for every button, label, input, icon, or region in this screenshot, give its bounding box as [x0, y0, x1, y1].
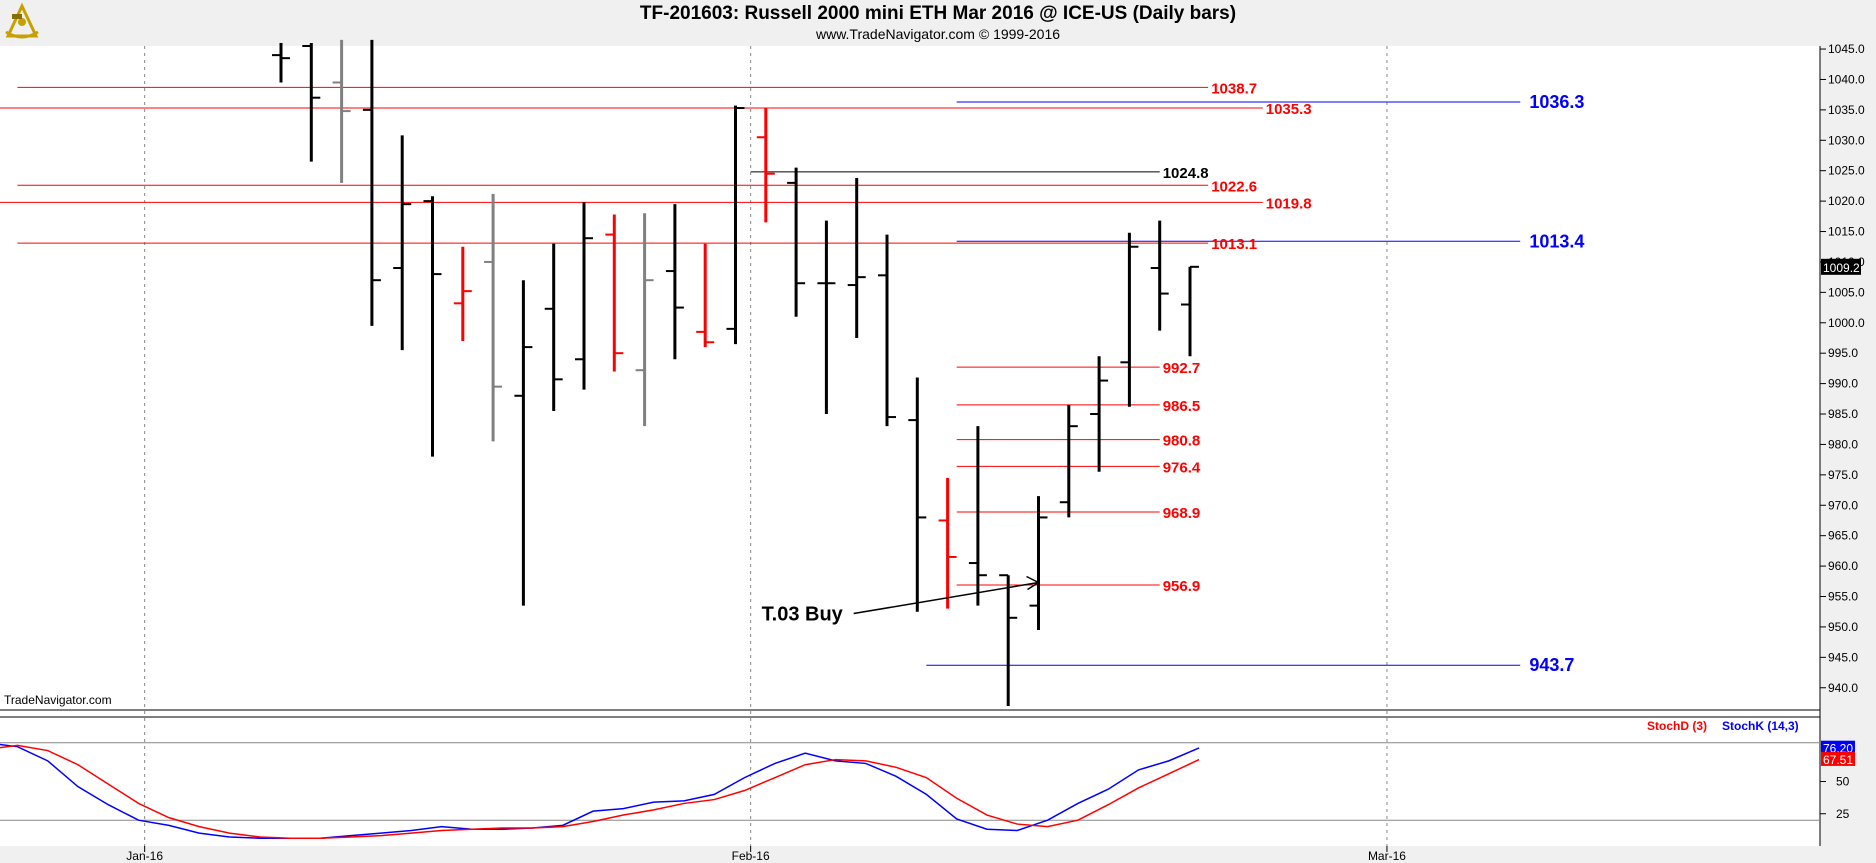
x-tick-label: Feb-16 [732, 849, 770, 863]
ohlc-bar [302, 42, 321, 162]
y-tick-label: 990.0 [1828, 377, 1858, 391]
y-tick-label: 1015.0 [1828, 225, 1865, 239]
level-label: 1035.3 [1266, 101, 1312, 118]
legend-stochd: StochD (3) [1647, 719, 1707, 733]
y-tick-label: 1000.0 [1828, 316, 1865, 330]
ohlc-bar [1120, 232, 1139, 407]
y-tick-label: 1040.0 [1828, 72, 1865, 86]
level-label: 1024.8 [1163, 165, 1209, 182]
ohlc-bar [1090, 356, 1109, 472]
y-tick-label: 965.0 [1828, 529, 1858, 543]
ohlc-bar [817, 220, 836, 415]
y-tick-label: 970.0 [1828, 498, 1858, 512]
annotation-text: T.03 Buy [762, 604, 844, 626]
level-label: 1019.8 [1266, 195, 1312, 212]
ohlc-bar [1059, 404, 1078, 518]
ohlc-bar [514, 280, 533, 606]
y-tick-label: 1030.0 [1828, 133, 1865, 147]
chart-title: TF-201603: Russell 2000 mini ETH Mar 201… [639, 3, 1237, 24]
y-tick-label: 940.0 [1828, 681, 1858, 695]
last-price-label: 1009.2 [1823, 261, 1860, 275]
ohlc-bar [393, 135, 412, 351]
ohlc-bar [968, 426, 987, 606]
y-tick-label: 1045.0 [1828, 42, 1865, 56]
ohlc-bar [575, 202, 593, 390]
stochk-last-box [1821, 740, 1855, 755]
ohlc-bar [1029, 496, 1048, 630]
ohlc-bar [847, 178, 866, 338]
ohlc-bar [605, 214, 624, 372]
stochd-last-box [1821, 751, 1855, 766]
level-label: 976.4 [1163, 459, 1201, 476]
ohlc-bar [787, 167, 806, 317]
y-tick-label: 955.0 [1828, 590, 1858, 604]
level-label: 943.7 [1529, 655, 1574, 675]
title-bar: TF-201603: Russell 2000 mini ETH Mar 201… [0, 0, 1876, 46]
y-tick-label: 1005.0 [1828, 285, 1865, 299]
y-tick-label: 950.0 [1828, 620, 1858, 634]
level-label: 968.9 [1163, 505, 1201, 522]
ohlc-bar [999, 574, 1018, 706]
ohlc-bar [665, 204, 684, 360]
ohlc-bar [453, 246, 472, 342]
ohlc-bar [423, 196, 442, 457]
ohlc-bar [726, 105, 745, 345]
y-tick-label: 995.0 [1828, 346, 1858, 360]
legend-stochk: StochK (14,3) [1722, 719, 1799, 733]
ohlc-bar [1150, 220, 1169, 331]
level-label: 992.7 [1163, 360, 1201, 377]
x-tick-label: Jan-16 [126, 849, 163, 863]
chart-subtitle: www.TradeNavigator.com © 1999-2016 [815, 26, 1061, 42]
y-axis-panel [1820, 46, 1876, 863]
sextant-logo-icon [5, 2, 39, 39]
annotation-arrow [853, 581, 1039, 615]
x-tick-label: Mar-16 [1368, 849, 1406, 863]
stoch-line [0, 744, 1200, 840]
ohlc-bar [756, 108, 775, 223]
y-tick-label: 1020.0 [1828, 194, 1865, 208]
ohlc-bar [696, 243, 715, 348]
x-axis-panel [0, 846, 1876, 863]
y-tick-label: 980.0 [1828, 437, 1858, 451]
level-label: 1013.4 [1529, 231, 1584, 251]
level-label: 956.9 [1163, 578, 1201, 595]
ohlc-bar [544, 243, 563, 411]
watermark-text: TradeNavigator.com [4, 693, 112, 707]
y-tick-label: 960.0 [1828, 559, 1858, 573]
stoch-y-tick-label: 50 [1836, 775, 1850, 789]
ohlc-bar [878, 234, 896, 427]
ohlc-bar [362, 39, 381, 326]
y-tick-label: 1025.0 [1828, 164, 1865, 178]
ohlc-bar [1181, 265, 1199, 357]
level-label: 986.5 [1163, 398, 1201, 415]
y-tick-label: 1035.0 [1828, 103, 1865, 117]
stoch-line [0, 743, 1200, 840]
ohlc-bar [635, 213, 654, 427]
stochd-last-label: 67.51 [1823, 753, 1853, 767]
y-tick-label: 985.0 [1828, 407, 1858, 421]
stoch-y-tick-label: 25 [1836, 807, 1850, 821]
y-tick-label: 975.0 [1828, 468, 1858, 482]
ohlc-bar [272, 42, 290, 83]
ohlc-bar [908, 377, 927, 612]
level-label: 1036.3 [1529, 92, 1584, 112]
y-tick-label: 945.0 [1828, 650, 1858, 664]
level-label: 980.8 [1163, 433, 1201, 450]
last-price-box [1821, 258, 1861, 275]
ohlc-bar [938, 477, 957, 609]
level-label: 1038.7 [1211, 80, 1257, 97]
level-label: 1013.1 [1211, 236, 1257, 253]
ohlc-bar [484, 193, 503, 442]
ohlc-bar [332, 39, 351, 183]
level-label: 1022.6 [1211, 178, 1257, 195]
annotation-arrowhead [1026, 575, 1041, 591]
